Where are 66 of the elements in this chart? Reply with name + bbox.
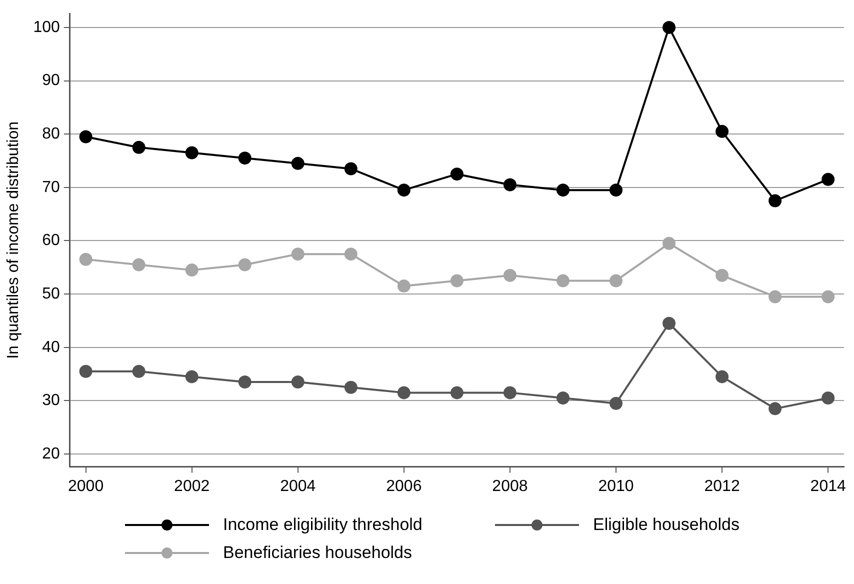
point: [716, 268, 729, 282]
point: [238, 152, 252, 165]
point: [185, 264, 198, 277]
point: [716, 124, 729, 138]
y-axis-title: In quantiles of income distribution: [5, 121, 22, 359]
y-tick-label: 50: [42, 285, 60, 302]
point: [344, 380, 358, 394]
x-tick-label: 2004: [280, 478, 316, 495]
point: [716, 370, 729, 384]
point: [291, 376, 304, 389]
point: [822, 392, 835, 405]
point: [185, 146, 198, 160]
x-tick-label: 2006: [386, 478, 422, 495]
y-tick-label: 20: [42, 445, 60, 462]
point: [397, 184, 410, 197]
point: [132, 140, 146, 154]
point: [132, 364, 146, 378]
point: [291, 156, 304, 170]
y-tick-label: 30: [42, 392, 60, 410]
point: [556, 184, 570, 197]
x-tick-label: 2000: [68, 478, 104, 495]
y-tick-label: 70: [42, 178, 60, 196]
point: [662, 236, 676, 250]
point: [344, 248, 358, 261]
point: [768, 194, 782, 208]
y-tick-label: 100: [33, 18, 60, 36]
y-tick-label: 80: [42, 126, 60, 143]
x-tick-label: 2012: [704, 478, 740, 495]
point: [556, 392, 570, 405]
point: [185, 370, 198, 384]
point: [822, 290, 835, 304]
point: [610, 274, 623, 288]
x-tick-label: 2002: [174, 478, 210, 495]
y-tick-label: 90: [42, 72, 60, 90]
point: [79, 130, 92, 144]
point: [450, 386, 464, 400]
point: [238, 258, 252, 272]
legend-label: Eligible households: [593, 515, 740, 535]
point: [238, 376, 252, 389]
point: [768, 402, 782, 416]
x-tick-label: 2014: [810, 478, 846, 495]
legend-label: Income eligibility threshold: [223, 515, 422, 535]
point: [556, 274, 570, 288]
point: [768, 290, 782, 304]
point: [397, 386, 410, 400]
point: [291, 248, 304, 261]
y-tick-label: 40: [42, 338, 60, 356]
point: [503, 268, 516, 282]
point: [662, 20, 676, 34]
point: [503, 386, 516, 400]
point: [503, 178, 516, 192]
y-tick-label: 60: [42, 232, 60, 250]
point: [450, 274, 464, 288]
point: [610, 396, 623, 410]
point: [662, 316, 676, 330]
point: [822, 172, 835, 186]
point: [397, 280, 410, 293]
legend-label: Beneficiaries households: [223, 543, 412, 563]
point: [344, 162, 358, 176]
point: [79, 252, 92, 266]
point: [450, 168, 464, 181]
point: [132, 258, 146, 272]
point: [79, 364, 92, 378]
x-tick-label: 2010: [598, 478, 634, 495]
x-tick-label: 2008: [492, 478, 528, 495]
point: [610, 184, 623, 197]
